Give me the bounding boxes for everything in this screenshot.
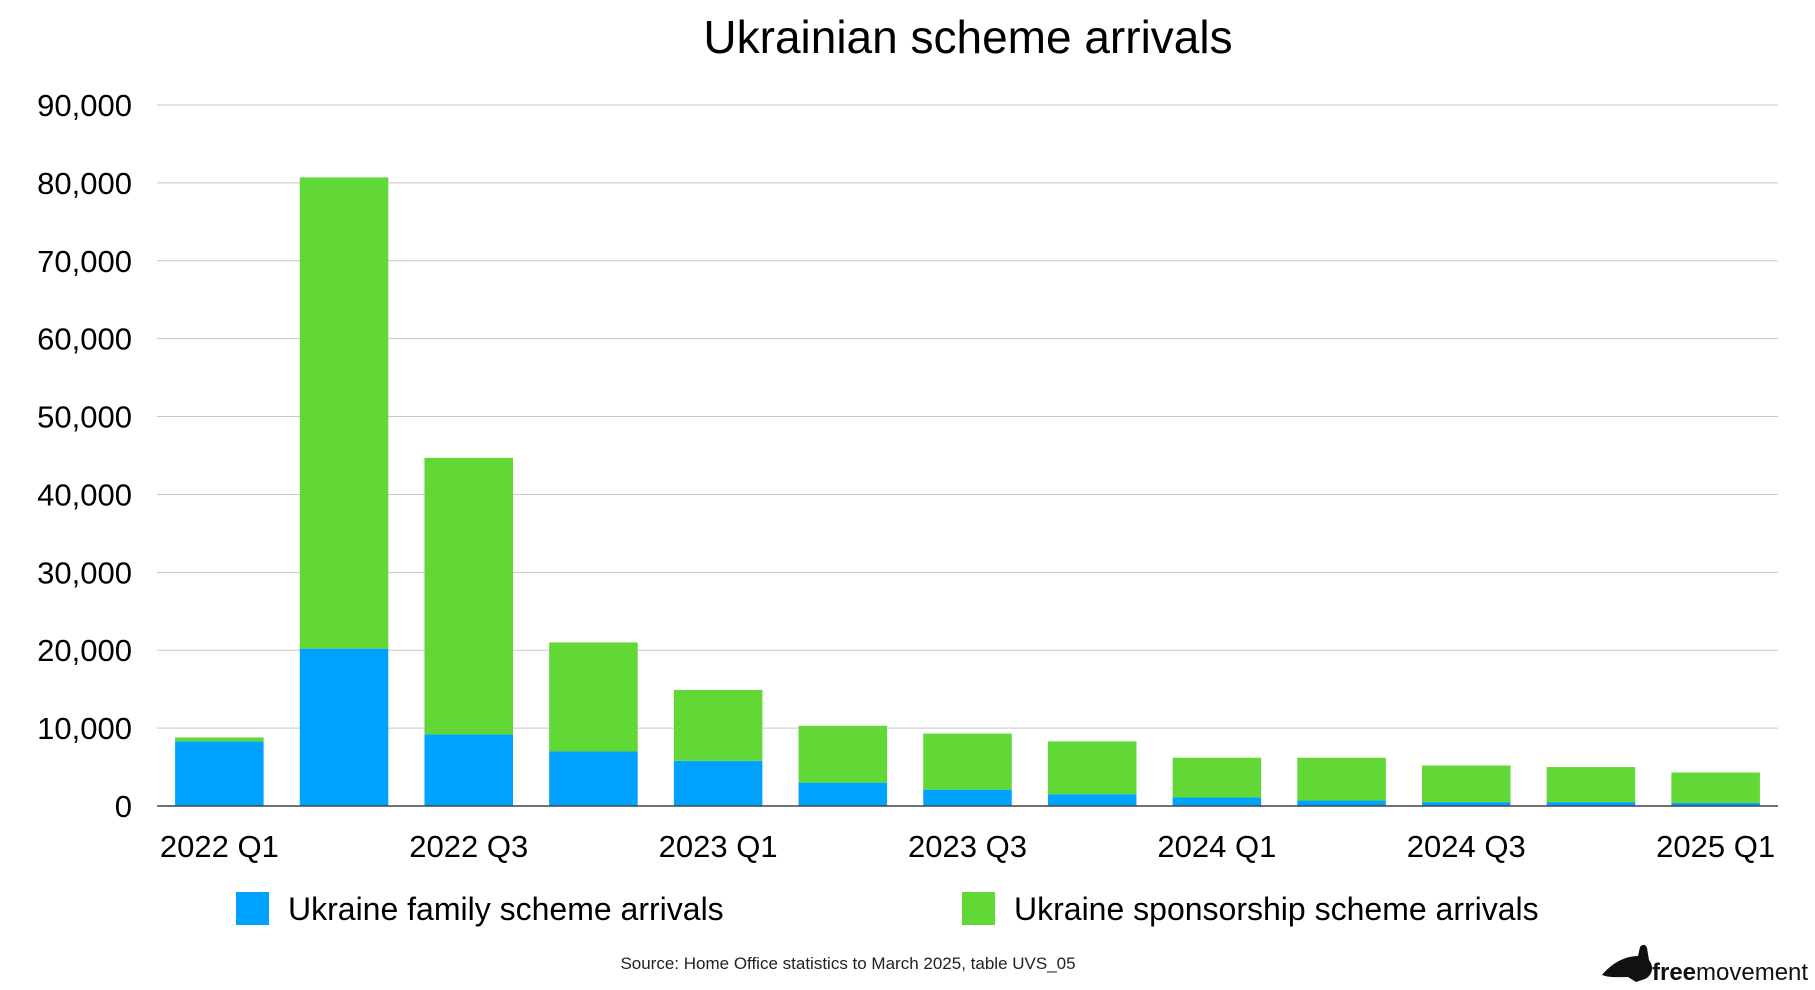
- legend-label: Ukraine family scheme arrivals: [288, 891, 724, 927]
- y-tick-label: 90,000: [37, 88, 132, 123]
- bar-family-segment: [1671, 802, 1760, 806]
- bar-family-segment: [299, 648, 389, 806]
- bar-family-segment: [175, 741, 264, 806]
- x-axis-tick-labels: 2022 Q1 2022 Q3 2023 Q1 2023 Q3 2024 Q1 2024 …: [160, 829, 1775, 864]
- chart-title: Ukrainian scheme arrivals: [703, 11, 1232, 63]
- y-tick-label: 50,000: [37, 400, 132, 435]
- bar-sponsorship-segment: [549, 642, 638, 752]
- y-tick-label: 10,000: [37, 711, 132, 746]
- y-tick-label: 80,000: [37, 166, 132, 201]
- y-tick-label: 70,000: [37, 244, 132, 279]
- bar-family-segment: [673, 760, 763, 806]
- x-tick-label: 2022 Q3: [409, 829, 528, 864]
- bar-family-segment: [1546, 802, 1636, 806]
- bar-sponsorship-segment: [1671, 772, 1760, 803]
- y-axis-tick-labels: 0 10,000 20,000 30,000 40,000 50,000 60,000 70,…: [37, 88, 132, 824]
- y-tick-label: 0: [115, 789, 132, 824]
- x-tick-label: 2024 Q1: [1157, 829, 1276, 864]
- bar-sponsorship-segment: [1297, 757, 1386, 801]
- bars: [175, 177, 1760, 806]
- y-tick-label: 40,000: [37, 477, 132, 512]
- bar-family-segment: [798, 782, 888, 806]
- bar-family-segment: [923, 789, 1012, 806]
- x-tick-label: 2025 Q1: [1656, 829, 1775, 864]
- x-tick-label: 2023 Q1: [659, 829, 778, 864]
- x-tick-label: 2023 Q3: [908, 829, 1027, 864]
- x-tick-label: 2022 Q1: [160, 829, 279, 864]
- x-tick-label: 2024 Q3: [1407, 829, 1526, 864]
- logo-text-bold: free: [1652, 959, 1696, 986]
- bar-family-segment: [1047, 794, 1137, 806]
- legend: Ukraine family scheme arrivals Ukraine sp…: [236, 891, 1539, 927]
- legend-swatch: [962, 892, 995, 925]
- bar-sponsorship-segment: [673, 689, 763, 761]
- legend-label: Ukraine sponsorship scheme arrivals: [1014, 891, 1539, 927]
- y-tick-label: 30,000: [37, 555, 132, 590]
- y-tick-label: 60,000: [37, 322, 132, 357]
- logo-text-regular: movement: [1696, 959, 1808, 986]
- bar-sponsorship-segment: [1422, 765, 1511, 803]
- bar-family-segment: [1172, 797, 1262, 806]
- gridlines: [157, 104, 1778, 729]
- bar-family-segment: [424, 734, 513, 806]
- bar-family-segment: [1422, 802, 1511, 806]
- bar-sponsorship-segment: [175, 737, 264, 742]
- bar-sponsorship-segment: [1172, 757, 1262, 798]
- bar-sponsorship-segment: [798, 725, 888, 783]
- bar-sponsorship-segment: [424, 457, 513, 735]
- y-tick-label: 20,000: [37, 633, 132, 668]
- bar-family-segment: [549, 751, 638, 806]
- source-note: Source: Home Office statistics to March …: [620, 954, 1075, 973]
- bar-sponsorship-segment: [1047, 741, 1137, 795]
- bar-sponsorship-segment: [299, 177, 389, 649]
- bar-sponsorship-segment: [1546, 767, 1636, 803]
- freemovement-logo: freemovement: [1602, 944, 1808, 986]
- bird-icon: [1602, 944, 1653, 982]
- legend-swatch: [236, 892, 269, 925]
- bar-family-segment: [1297, 800, 1386, 806]
- logo-text: freemovement: [1652, 959, 1808, 986]
- bar-sponsorship-segment: [923, 733, 1012, 790]
